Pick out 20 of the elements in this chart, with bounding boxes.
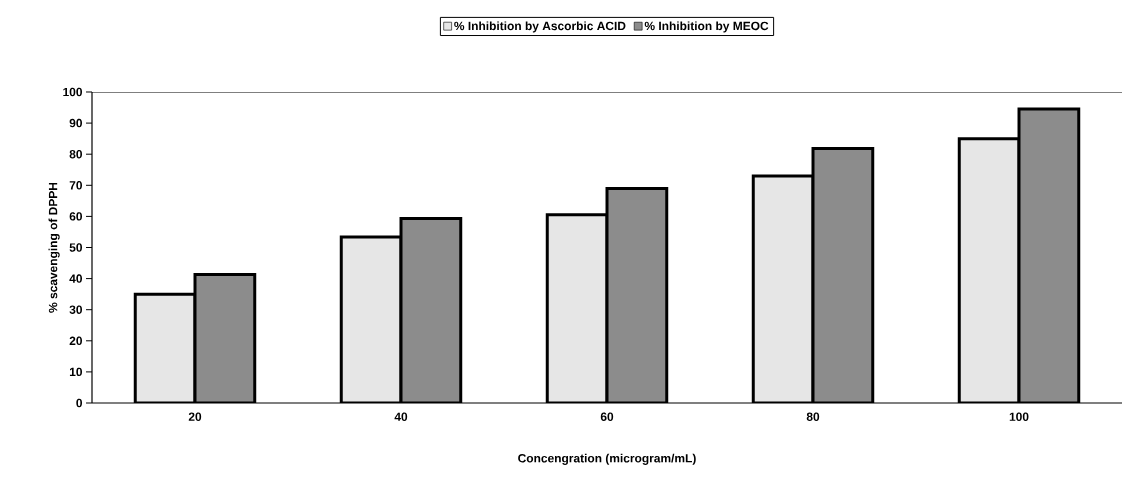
x-tick-label: 100 xyxy=(1009,412,1029,421)
y-tick-label: 80 xyxy=(69,149,83,159)
x-tick-label: 20 xyxy=(188,412,202,421)
x-tick-label: 40 xyxy=(394,412,408,421)
y-tick-label: 20 xyxy=(69,336,83,346)
y-tick-label: 30 xyxy=(69,305,83,314)
y-tick-label: 60 xyxy=(69,212,83,221)
y-tick-label: 10 xyxy=(69,367,83,377)
y-tick-label: 70 xyxy=(69,181,83,190)
y-tick-label: 40 xyxy=(69,274,83,283)
x-axis-title: Concengration (microgram/mL) xyxy=(518,453,696,465)
x-tick-label: 60 xyxy=(600,412,614,421)
legend-label: % Inhibition by MEOC xyxy=(644,21,769,33)
y-tick-label: 0 xyxy=(76,398,83,408)
y-axis-title: % scavenging of DPPH xyxy=(48,182,60,313)
x-tick-label: 80 xyxy=(806,412,820,421)
legend-label: % Inhibition by Ascorbic ACID xyxy=(454,21,626,33)
y-tick-label: 50 xyxy=(69,243,83,252)
y-tick-label: 90 xyxy=(69,118,83,128)
y-tick-label: 100 xyxy=(63,87,82,97)
